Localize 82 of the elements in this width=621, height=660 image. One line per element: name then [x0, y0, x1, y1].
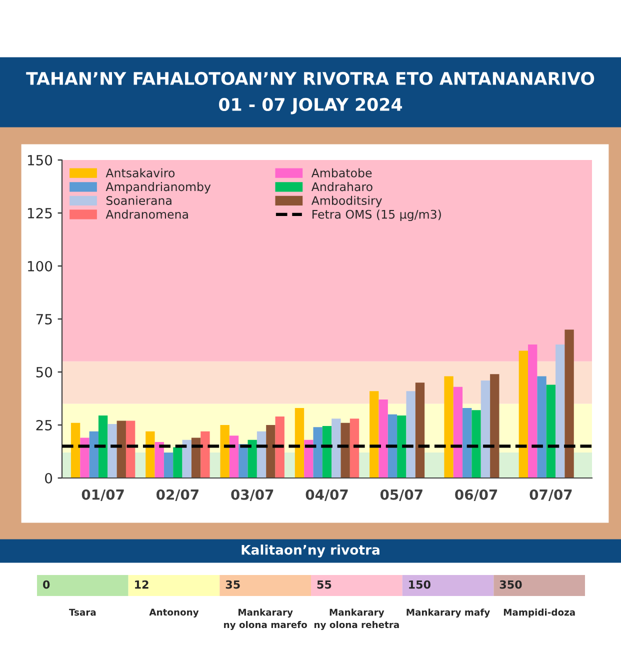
legend-label: Soanierana [106, 196, 172, 205]
bar [378, 400, 388, 478]
y-tick-label: 125 [28, 208, 52, 218]
bar [229, 436, 239, 478]
bar [332, 418, 341, 478]
y-tick-label: 50 [36, 366, 52, 378]
x-tick-label: 05/07 [380, 489, 422, 501]
category-label: Mankarary ny olona marefo [224, 608, 307, 630]
x-tick-label: 02/07 [156, 489, 198, 501]
bar [564, 330, 574, 478]
bar [294, 408, 304, 478]
legend-label: Antsakaviro [106, 168, 175, 178]
bar [546, 384, 556, 478]
legend-label: Ampandrianomby [106, 182, 211, 194]
bar [146, 431, 155, 478]
x-tick-label: 04/07 [306, 489, 348, 501]
data-label: 12 [135, 580, 148, 589]
bar [462, 408, 472, 478]
bar [200, 431, 210, 478]
bar [164, 452, 174, 478]
bar [70, 422, 80, 478]
chart-title: TAHAN’NY FAHALOTOAN’NY RIVOTRA ETO ANTANANARIVO [26, 72, 594, 86]
bar [406, 391, 416, 478]
bar [248, 440, 257, 478]
y-tick-label: 75 [36, 314, 52, 324]
y-tick-label: 100 [28, 260, 52, 272]
bar [370, 391, 379, 478]
bar [126, 420, 136, 478]
y-tick-label: 0 [45, 472, 52, 484]
bar [182, 440, 192, 478]
bar [444, 376, 454, 478]
x-tick-label: 06/07 [455, 489, 498, 501]
bar [116, 420, 126, 478]
bar [340, 422, 350, 478]
text: Kalitaon’ny rivotra [242, 544, 380, 558]
bar [220, 425, 230, 478]
x-tick-label: 07/07 [530, 489, 572, 501]
bar [275, 416, 284, 478]
bar [350, 418, 360, 478]
legend-label: Fetra OMS (15 µg/m3) [312, 210, 441, 222]
chart-subtitle: 01 - 07 JOLAY 2024 [219, 98, 402, 114]
data-label: 350 [500, 580, 522, 589]
bar [256, 431, 266, 478]
category-label: Tsara [69, 608, 96, 616]
data-label: 55 [317, 580, 332, 589]
bar [313, 427, 322, 478]
bar [453, 386, 463, 478]
bar [518, 350, 528, 478]
data-label: 150 [409, 580, 430, 589]
bar [388, 414, 398, 478]
x-tick-label: 01/07 [82, 489, 124, 501]
bar [472, 410, 481, 478]
bar [322, 426, 332, 478]
bar [80, 438, 90, 478]
legend-label: Amboditsiry [311, 196, 382, 208]
y-tick-label: 150 [28, 154, 52, 166]
bar [397, 415, 406, 478]
category-label: Mampidi-doza [504, 608, 575, 618]
legend-label: Andranomena [106, 210, 188, 219]
category-label: Antonony [149, 608, 199, 618]
category-label: Mankarary ny olona rehetra [314, 608, 399, 630]
legend-label: Ambatobe [311, 168, 372, 178]
bar [89, 431, 98, 478]
bar [556, 344, 565, 478]
data-label: 35 [226, 580, 240, 589]
category-label: Mankarary mafy [406, 608, 490, 618]
y-tick-label: 25 [36, 420, 52, 430]
bar [415, 382, 425, 478]
bar [266, 425, 276, 478]
bar [98, 415, 108, 478]
bar [238, 444, 248, 478]
legend-label: Andraharo [311, 182, 372, 192]
bar [304, 440, 314, 478]
bar [154, 442, 164, 478]
bar [173, 447, 182, 478]
bar [490, 374, 500, 478]
bar [108, 424, 117, 478]
x-tick-label: 03/07 [231, 489, 274, 501]
bar [480, 380, 490, 478]
bar [191, 438, 201, 478]
bar [537, 376, 546, 478]
bar [528, 344, 538, 478]
